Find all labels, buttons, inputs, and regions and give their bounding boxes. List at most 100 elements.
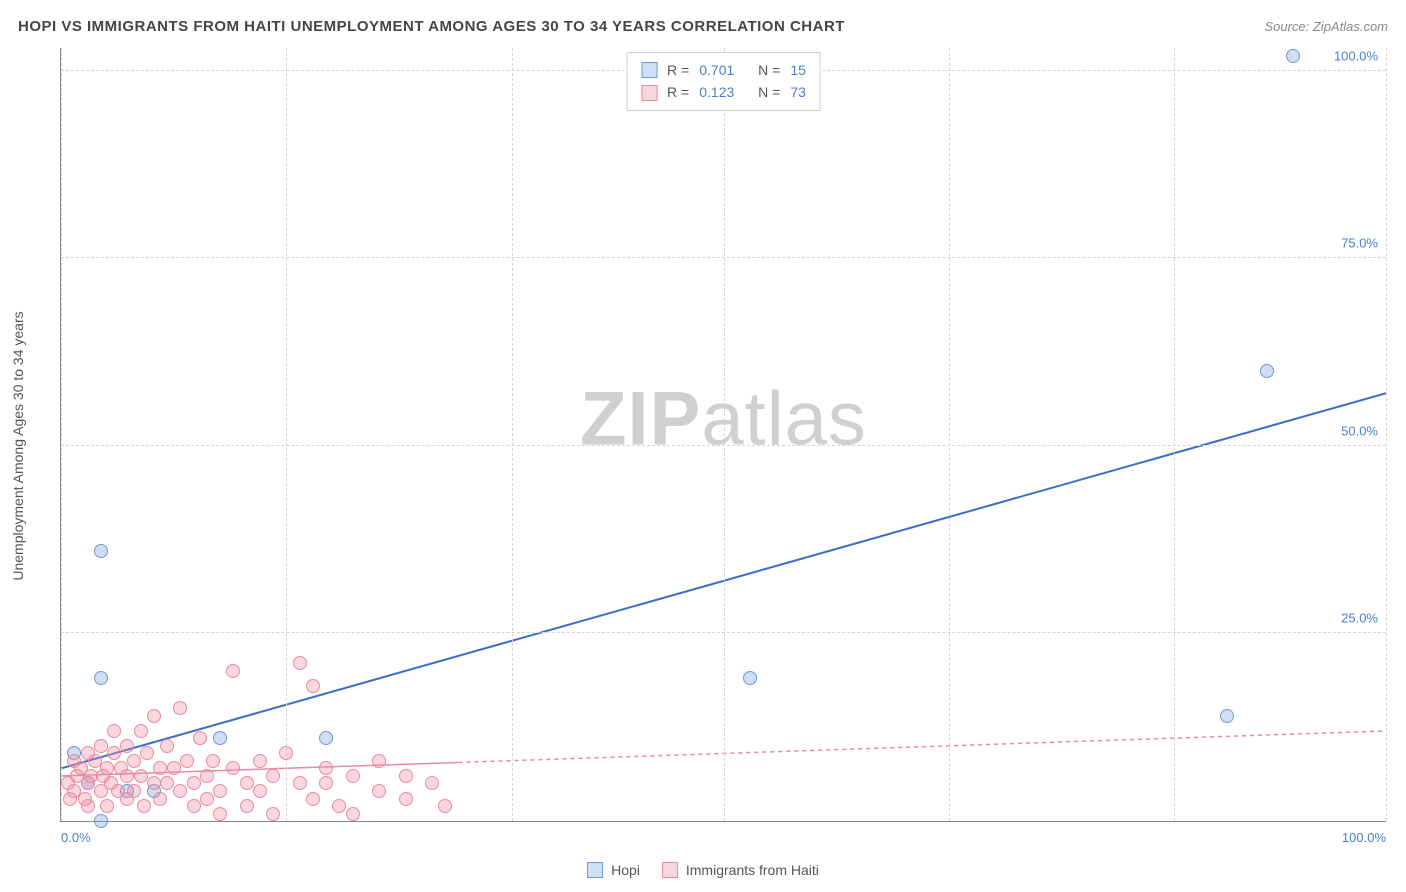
scatter-point xyxy=(1220,709,1234,723)
scatter-point xyxy=(319,776,333,790)
scatter-point xyxy=(200,792,214,806)
scatter-point xyxy=(127,754,141,768)
gridline-v xyxy=(949,48,950,821)
legend-r-value-0: 0.701 xyxy=(699,59,734,81)
scatter-point xyxy=(399,769,413,783)
scatter-point xyxy=(137,799,151,813)
scatter-point xyxy=(399,792,413,806)
scatter-point xyxy=(134,724,148,738)
legend-series: Hopi Immigrants from Haiti xyxy=(587,862,819,878)
scatter-point xyxy=(213,784,227,798)
x-tick-label: 0.0% xyxy=(61,830,91,845)
scatter-point xyxy=(253,784,267,798)
scatter-point xyxy=(306,792,320,806)
scatter-point xyxy=(94,544,108,558)
scatter-point xyxy=(100,761,114,775)
legend-n-label: N = xyxy=(758,59,780,81)
scatter-point xyxy=(147,776,161,790)
scatter-point xyxy=(153,792,167,806)
swatch-series-1 xyxy=(662,862,678,878)
scatter-point xyxy=(213,807,227,821)
swatch-series-1 xyxy=(641,85,657,101)
legend-r-label: R = xyxy=(667,81,689,103)
watermark-bold: ZIP xyxy=(580,377,701,462)
gridline-v xyxy=(61,48,62,821)
gridline-v xyxy=(1386,48,1387,821)
legend-stats-row: R = 0.701 N = 15 xyxy=(641,59,806,81)
scatter-point xyxy=(293,776,307,790)
scatter-point xyxy=(293,656,307,670)
legend-item: Immigrants from Haiti xyxy=(662,862,819,878)
scatter-point xyxy=(319,731,333,745)
legend-r-label: R = xyxy=(667,59,689,81)
scatter-point xyxy=(160,776,174,790)
scatter-point xyxy=(167,761,181,775)
scatter-point xyxy=(425,776,439,790)
scatter-point xyxy=(213,731,227,745)
scatter-point xyxy=(134,769,148,783)
scatter-point xyxy=(173,784,187,798)
scatter-point xyxy=(253,754,267,768)
scatter-point xyxy=(120,769,134,783)
scatter-point xyxy=(1260,364,1274,378)
scatter-point xyxy=(1286,49,1300,63)
legend-stats-row: R = 0.123 N = 73 xyxy=(641,81,806,103)
scatter-point xyxy=(240,776,254,790)
scatter-point xyxy=(180,754,194,768)
y-tick-label: 50.0% xyxy=(1341,423,1378,438)
gridline-v xyxy=(286,48,287,821)
gridline-v xyxy=(1174,48,1175,821)
scatter-point xyxy=(187,799,201,813)
scatter-point xyxy=(107,724,121,738)
scatter-point xyxy=(120,739,134,753)
scatter-point xyxy=(94,671,108,685)
scatter-point xyxy=(94,814,108,828)
legend-label-0: Hopi xyxy=(611,862,640,878)
scatter-point xyxy=(193,731,207,745)
scatter-point xyxy=(332,799,346,813)
scatter-point xyxy=(100,799,114,813)
scatter-point xyxy=(438,799,452,813)
gridline-v xyxy=(512,48,513,821)
scatter-point xyxy=(107,746,121,760)
scatter-point xyxy=(187,776,201,790)
swatch-series-0 xyxy=(641,62,657,78)
scatter-point xyxy=(346,769,360,783)
legend-r-value-1: 0.123 xyxy=(699,81,734,103)
scatter-point xyxy=(306,679,320,693)
y-tick-label: 25.0% xyxy=(1341,611,1378,626)
scatter-point xyxy=(372,784,386,798)
chart-source: Source: ZipAtlas.com xyxy=(1264,19,1388,34)
legend-n-value-1: 73 xyxy=(790,81,806,103)
x-tick-label: 100.0% xyxy=(1342,830,1386,845)
scatter-point xyxy=(200,769,214,783)
scatter-point xyxy=(372,754,386,768)
y-tick-label: 75.0% xyxy=(1341,236,1378,251)
scatter-point xyxy=(279,746,293,760)
scatter-point xyxy=(226,761,240,775)
scatter-point xyxy=(226,664,240,678)
scatter-point xyxy=(266,807,280,821)
plot-region: ZIPatlas R = 0.701 N = 15 R = 0.123 N = … xyxy=(60,48,1386,822)
scatter-point xyxy=(240,799,254,813)
scatter-point xyxy=(94,739,108,753)
legend-item: Hopi xyxy=(587,862,640,878)
chart-area: ZIPatlas R = 0.701 N = 15 R = 0.123 N = … xyxy=(48,48,1386,840)
scatter-point xyxy=(206,754,220,768)
legend-stats: R = 0.701 N = 15 R = 0.123 N = 73 xyxy=(626,52,821,111)
chart-header: HOPI VS IMMIGRANTS FROM HAITI UNEMPLOYME… xyxy=(18,18,1388,35)
watermark-light: atlas xyxy=(701,377,867,462)
scatter-point xyxy=(153,761,167,775)
scatter-point xyxy=(160,739,174,753)
y-axis-label: Unemployment Among Ages 30 to 34 years xyxy=(10,311,26,580)
scatter-point xyxy=(140,746,154,760)
scatter-point xyxy=(319,761,333,775)
scatter-point xyxy=(127,784,141,798)
scatter-point xyxy=(173,701,187,715)
legend-n-label: N = xyxy=(758,81,780,103)
scatter-point xyxy=(346,807,360,821)
scatter-point xyxy=(81,799,95,813)
chart-title: HOPI VS IMMIGRANTS FROM HAITI UNEMPLOYME… xyxy=(18,18,845,35)
legend-label-1: Immigrants from Haiti xyxy=(686,862,819,878)
y-tick-label: 100.0% xyxy=(1334,48,1378,63)
